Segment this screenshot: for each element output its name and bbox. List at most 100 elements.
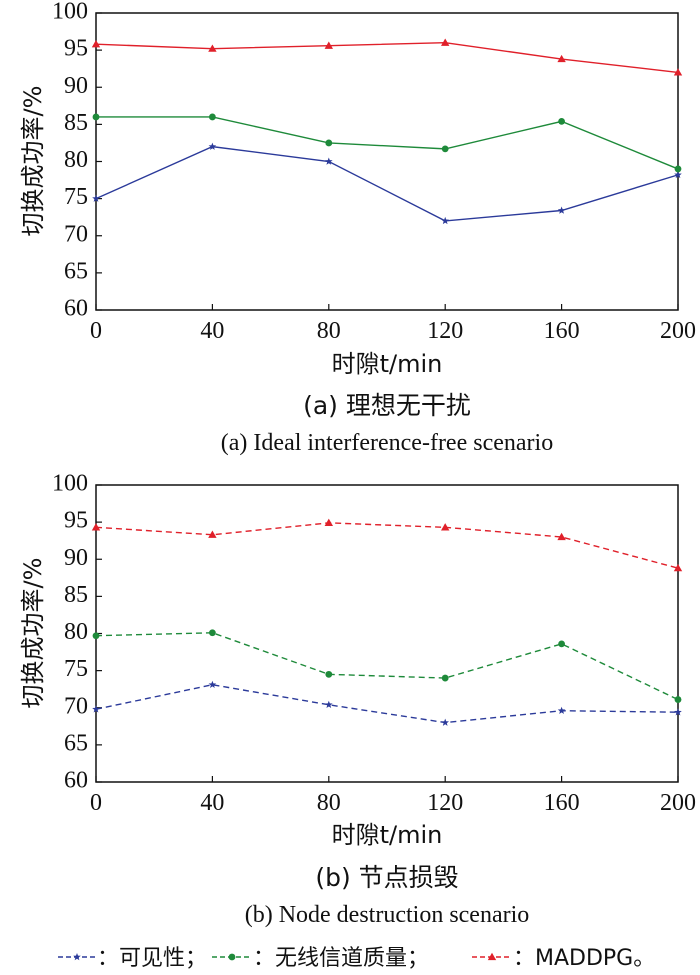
chart-b-series [91,518,683,726]
chart-a-point-channel [558,118,565,125]
y-tick-label: 95 [64,36,88,62]
chart-b-point-visibility [674,708,682,716]
y-tick-label: 95 [64,508,88,534]
legend: ：可见性； ：无线信道质量； ：MADDPG。 [58,946,655,971]
y-tick-label: 75 [64,656,88,682]
x-tick-label: 40 [200,790,224,816]
chart-a-point-maddpg [324,41,333,49]
y-tick-label: 60 [64,296,88,322]
chart-a-point-channel [441,145,449,153]
chart-a-point-maddpg [673,68,683,76]
chart-b-series-line-visibility [95,684,679,724]
chart-b-point-channel [209,629,216,637]
x-tick-label: 40 [200,318,224,344]
legend-item-maddpg: ：MADDPG。 [472,946,655,971]
chart-b-plot-frame [95,484,679,783]
x-tick-label: 200 [660,790,696,816]
chart-a-point-channel [325,139,333,147]
chart-a-point-maddpg [557,54,566,63]
x-tick-label: 160 [544,318,580,344]
chart-a-series-line-maddpg [95,41,679,74]
chart-a: 60 65 70 75 80 85 90 95 100 0 40 80 120 160 200 切换成功率… [19,0,696,456]
chart-b-y-ticks: 60 65 70 75 80 85 90 95 100 [52,471,102,794]
y-tick-label: 65 [64,730,88,756]
y-tick-label: 70 [64,221,88,247]
chart-b-point-visibility [325,700,333,709]
y-tick-label: 85 [64,110,88,136]
y-tick-label: 90 [64,73,88,99]
chart-a-point-visibility [92,194,100,202]
chart-b-point-maddpg [441,523,450,531]
legend-label-visibility: ：可见性； [97,946,207,971]
y-tick-label: 75 [64,184,88,210]
y-tick-label: 100 [52,0,88,25]
x-tick-label: 200 [660,318,696,344]
chart-b-x-axis-label: 时隙t/min [332,821,443,849]
chart-a-point-visibility [208,142,217,150]
chart-b-point-channel [92,632,100,640]
y-tick-label: 90 [64,545,88,571]
chart-b-point-visibility [441,718,449,726]
chart-a-point-visibility [557,206,566,214]
chart-b-point-visibility [557,706,566,714]
chart-b-y-axis-label: 切换成功率/% [19,558,47,709]
chart-b-point-maddpg [557,532,566,541]
chart-a-series [91,38,683,225]
chart-a-series-line-channel [96,116,679,170]
chart-b-point-channel [674,696,682,703]
x-tick-label: 80 [317,318,341,344]
chart-a-point-maddpg [441,38,450,46]
y-tick-label: 65 [64,258,88,284]
chart-b-point-maddpg [673,563,683,572]
chart-b-point-maddpg [324,518,333,527]
y-tick-label: 80 [64,619,88,645]
chart-a-y-ticks: 60 65 70 75 80 85 90 95 100 [52,0,102,322]
chart-b: 60 65 70 75 80 85 90 95 100 0 40 80 120 160 200 切换成功率… [19,471,696,929]
legend-item-channel: ：无线信道质量； [212,946,429,971]
y-tick-label: 60 [64,768,88,794]
chart-a-point-visibility [325,157,333,165]
x-tick-label: 120 [427,790,463,816]
legend-star-icon-shape [73,953,81,961]
chart-b-caption-cn: (b) 节点损毁 [315,863,458,892]
y-tick-label: 70 [64,693,88,719]
chart-b-x-ticks: 0 40 80 120 160 200 [90,776,696,816]
chart-b-series-line-maddpg [95,522,679,569]
chart-a-point-visibility [674,170,682,179]
chart-a-point-channel [209,113,216,121]
chart-a-x-axis-label: 时隙t/min [332,350,443,378]
legend-circle-icon [228,953,236,961]
chart-a-caption-cn: (a) 理想无干扰 [303,391,471,420]
chart-b-point-visibility [208,680,217,688]
chart-b-point-visibility [92,705,100,713]
chart-a-x-ticks: 0 40 80 120 160 200 [90,304,696,344]
chart-a-point-maddpg [91,39,101,48]
x-tick-label: 80 [317,790,341,816]
y-tick-label: 100 [52,471,88,497]
chart-a-point-channel [674,165,682,173]
legend-item-visibility: ：可见性； [58,946,207,971]
chart-b-point-maddpg [91,523,101,531]
y-tick-label: 85 [64,582,88,608]
chart-b-caption-en: (b) Node destruction scenario [245,902,530,928]
chart-a-caption-en: (a) Ideal interference-free scenario [221,430,553,456]
legend-circle-icon-shape [228,953,236,961]
chart-b-point-channel [558,640,565,648]
x-tick-label: 0 [90,790,102,816]
chart-a-point-visibility [441,216,449,225]
chart-a-plot-frame [95,12,679,311]
x-tick-label: 0 [90,318,102,344]
chart-a-y-axis-label: 切换成功率/% [19,86,47,237]
legend-triangle-icon [487,952,497,961]
chart-b-point-maddpg [208,530,217,538]
chart-a-series-line-visibility [95,145,679,222]
x-tick-label: 120 [427,318,463,344]
chart-b-point-channel [325,670,333,678]
legend-label-channel: ：无线信道质量； [253,946,429,971]
legend-label-maddpg: ：MADDPG。 [513,946,655,971]
chart-a-point-channel [92,113,100,121]
chart-a-point-maddpg [208,44,217,52]
chart-b-series-line-channel [95,632,679,701]
x-tick-label: 160 [544,790,580,816]
